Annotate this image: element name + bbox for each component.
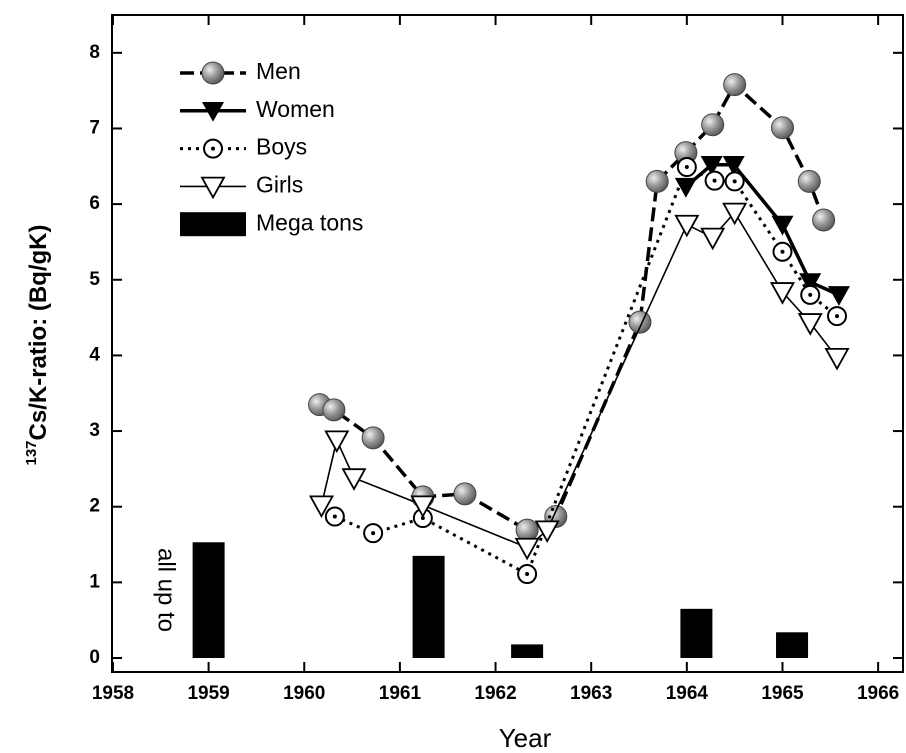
marker-dot xyxy=(420,516,425,521)
series-line xyxy=(320,211,838,549)
marker-dot xyxy=(684,165,689,170)
marker xyxy=(324,430,350,453)
marker-dot xyxy=(211,146,215,151)
marker xyxy=(645,169,669,193)
marker xyxy=(769,282,796,305)
marker xyxy=(700,155,723,176)
y-tick-label: 2 xyxy=(89,496,100,517)
marker xyxy=(534,520,560,544)
plot-frame xyxy=(111,14,904,673)
marker xyxy=(202,102,224,122)
y-tick-label: 1 xyxy=(89,571,100,592)
series-line xyxy=(318,81,826,533)
marker-dot xyxy=(780,249,785,254)
marker-dot xyxy=(712,178,717,183)
bar xyxy=(776,632,809,659)
x-tick-label: 1965 xyxy=(761,683,804,704)
y-axis-label-sup: 137 xyxy=(23,440,40,465)
marker xyxy=(322,398,346,422)
y-tick-label: 5 xyxy=(89,269,100,290)
legend-label: Girls xyxy=(256,171,303,197)
marker-dot xyxy=(525,572,530,577)
legend-label: Women xyxy=(256,96,335,122)
x-tick-label: 1966 xyxy=(857,683,899,704)
legend-label: Men xyxy=(256,58,301,84)
y-tick-label: 8 xyxy=(89,42,100,63)
marker xyxy=(200,176,226,200)
x-axis-label: Year xyxy=(499,723,552,753)
y-tick-label: 4 xyxy=(89,344,100,365)
x-tick-label: 1964 xyxy=(666,683,709,704)
marker xyxy=(827,286,850,306)
bar xyxy=(192,542,225,659)
marker xyxy=(722,155,745,176)
y-tick-label: 7 xyxy=(89,117,100,138)
marker xyxy=(514,537,540,561)
annotation: all up to xyxy=(153,548,180,632)
bar xyxy=(680,608,713,659)
x-tick-label: 1963 xyxy=(570,683,612,704)
marker xyxy=(674,214,700,238)
x-tick-label: 1962 xyxy=(474,683,516,704)
marker xyxy=(771,215,794,236)
y-tick-label: 6 xyxy=(89,193,100,214)
marker xyxy=(453,482,477,506)
y-tick-label: 3 xyxy=(89,420,100,441)
y-axis-label-main: Cs/K-ratio: (Bq/gK) xyxy=(25,224,52,440)
marker-dot xyxy=(732,179,737,184)
y-tick-label: 0 xyxy=(89,647,100,668)
marker xyxy=(410,495,436,519)
x-tick-label: 1960 xyxy=(283,683,325,704)
marker xyxy=(722,202,748,226)
bar xyxy=(412,555,445,659)
marker xyxy=(723,73,747,97)
bar xyxy=(511,644,544,659)
marker xyxy=(812,208,836,232)
marker xyxy=(799,273,822,294)
legend-swatch xyxy=(180,212,246,237)
marker xyxy=(824,347,850,371)
marker-dot xyxy=(808,292,813,297)
marker-dot xyxy=(371,531,376,536)
marker xyxy=(308,495,334,519)
marker xyxy=(201,61,225,85)
marker-dot xyxy=(332,514,337,519)
x-tick-label: 1961 xyxy=(379,683,422,704)
x-tick-label: 1959 xyxy=(187,683,229,704)
marker xyxy=(341,468,367,491)
marker xyxy=(797,169,821,193)
series-line xyxy=(334,164,838,577)
legend-label: Boys xyxy=(256,134,307,160)
marker xyxy=(628,310,652,334)
marker xyxy=(700,227,726,251)
x-tick-label: 1958 xyxy=(92,683,134,704)
marker xyxy=(701,113,725,137)
y-axis-label: 137Cs/K-ratio: (Bq/gK) xyxy=(23,224,52,465)
legend-label: Mega tons xyxy=(256,209,363,235)
marker xyxy=(797,313,823,336)
marker xyxy=(770,116,794,140)
marker xyxy=(361,426,385,450)
marker-dot xyxy=(835,314,840,319)
